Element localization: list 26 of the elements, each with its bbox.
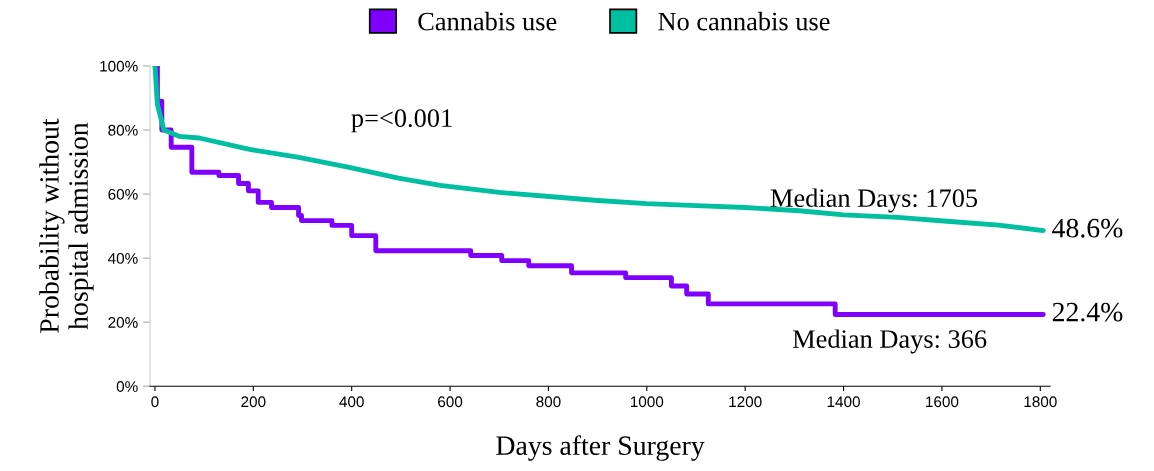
x-tick-label: 1400 xyxy=(827,396,860,408)
legend-label: No cannabis use xyxy=(658,11,830,31)
line-series xyxy=(152,65,1046,233)
x-tick-label: 600 xyxy=(438,396,463,408)
x-tick-label: 800 xyxy=(536,396,561,408)
y-tick-label: 40% xyxy=(107,252,138,264)
annotation: p=<0.001 xyxy=(351,109,452,133)
x-tick-label: 1000 xyxy=(630,396,664,408)
y-tick-label: 20% xyxy=(108,317,138,328)
x-tick-label: 200 xyxy=(241,396,266,408)
annotation: 22.4% xyxy=(1052,302,1123,322)
y-axis-title: Probability without hospital admission xyxy=(39,118,94,333)
x-tick-label: 1800 xyxy=(1024,396,1057,408)
x-tick-label: 0 xyxy=(151,396,159,408)
x-tick-label: 1200 xyxy=(729,396,762,408)
y-tick-label: 100% xyxy=(100,60,138,72)
annotation: Median Days: 1705 xyxy=(770,188,978,213)
annotation: 48.6% xyxy=(1052,218,1123,238)
legend-label: Cannabis use xyxy=(418,11,557,31)
y-tick-label: 80% xyxy=(108,124,138,136)
x-tick-label: 1600 xyxy=(926,396,959,408)
y-tick-label: 0% xyxy=(116,381,138,392)
x-axis-title: Days after Surgery xyxy=(496,435,705,461)
x-tick-label: 400 xyxy=(339,396,364,408)
y-tick-label: 60% xyxy=(108,188,138,200)
annotation: Median Days: 366 xyxy=(792,329,987,354)
